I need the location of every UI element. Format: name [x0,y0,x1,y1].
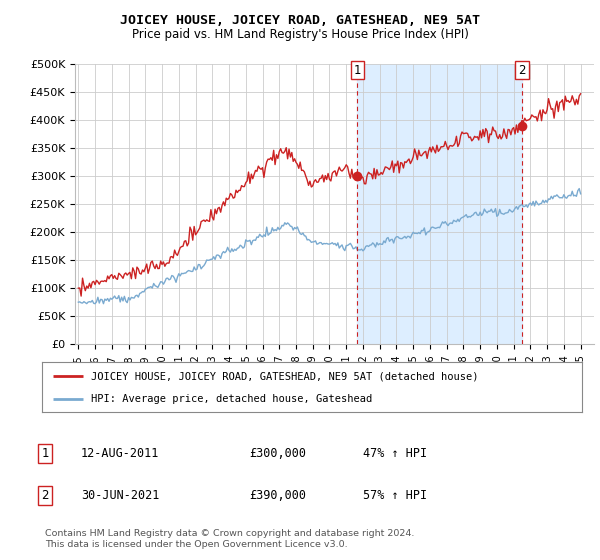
Text: £300,000: £300,000 [249,447,306,460]
Bar [358,64,522,344]
Text: Contains HM Land Registry data © Crown copyright and database right 2024.
This d: Contains HM Land Registry data © Crown c… [45,529,415,549]
Text: 47% ↑ HPI: 47% ↑ HPI [363,447,427,460]
Text: 2: 2 [518,63,526,77]
Text: 1: 1 [353,63,361,77]
Text: 30-JUN-2021: 30-JUN-2021 [81,489,160,502]
Text: 12-AUG-2011: 12-AUG-2011 [81,447,160,460]
Text: 57% ↑ HPI: 57% ↑ HPI [363,489,427,502]
Text: 1: 1 [41,447,49,460]
Text: Price paid vs. HM Land Registry's House Price Index (HPI): Price paid vs. HM Land Registry's House … [131,28,469,41]
Text: 2: 2 [41,489,49,502]
Text: HPI: Average price, detached house, Gateshead: HPI: Average price, detached house, Gate… [91,394,372,404]
Text: JOICEY HOUSE, JOICEY ROAD, GATESHEAD, NE9 5AT (detached house): JOICEY HOUSE, JOICEY ROAD, GATESHEAD, NE… [91,371,478,381]
Text: £390,000: £390,000 [249,489,306,502]
Text: JOICEY HOUSE, JOICEY ROAD, GATESHEAD, NE9 5AT: JOICEY HOUSE, JOICEY ROAD, GATESHEAD, NE… [120,14,480,27]
